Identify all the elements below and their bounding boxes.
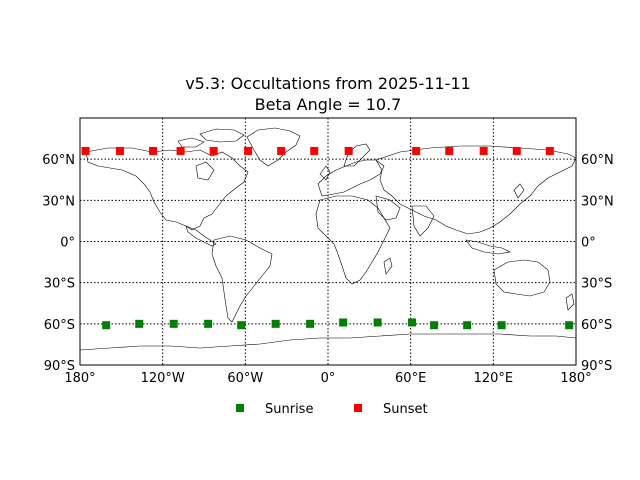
legend: Sunrise Sunset (236, 402, 428, 417)
y-tick-label-left: 30°N (42, 194, 75, 209)
sunrise-point (430, 321, 439, 330)
y-axis-tick-labels-right: 60°N 30°N 0° 30°S 60°S 90°S (581, 153, 614, 374)
arctic-islands-outline (199, 128, 245, 143)
x-tick-label: 180° (64, 371, 95, 386)
y-tick-label-right: 30°N (581, 194, 614, 209)
y-tick-label-left: 60°S (44, 318, 75, 333)
arabia-outline (375, 195, 401, 221)
y-tick-label-right: 0° (581, 236, 596, 251)
y-axis-tick-labels-left: 60°N 30°N 0° 30°S 60°S 90°S (42, 153, 75, 374)
occultation-points (81, 146, 574, 330)
x-tick-label: 120°E (474, 371, 514, 386)
japan-outline (513, 183, 525, 199)
sunrise-point (373, 318, 382, 327)
north-america-outline (85, 147, 249, 231)
antarctica-outline (79, 333, 577, 351)
legend-sunset-label: Sunset (383, 402, 428, 417)
sunset-point (344, 146, 353, 155)
new-zealand-outline (565, 293, 575, 311)
sunset-point (277, 146, 286, 155)
sunset-point (445, 146, 454, 155)
sunrise-point (135, 319, 144, 328)
greenland-outline (246, 127, 301, 167)
sunrise-point (497, 321, 506, 330)
sunrise-point (169, 319, 178, 328)
legend-sunrise-label: Sunrise (265, 402, 313, 417)
y-tick-label-left: 60°N (42, 153, 75, 168)
map-frame (79, 117, 577, 366)
central-america-outline (185, 225, 217, 247)
sunset-point (479, 146, 488, 155)
legend-sunset-marker (354, 404, 362, 412)
sunset-point (115, 146, 124, 155)
y-tick-label-right: 60°N (581, 153, 614, 168)
sunset-point (244, 146, 253, 155)
sunrise-point (339, 318, 348, 327)
x-tick-label: 0° (321, 371, 336, 386)
sunset-point (512, 146, 521, 155)
y-tick-label-right: 90°S (581, 359, 612, 374)
india-outline (411, 205, 435, 237)
y-tick-label-left: 30°S (44, 277, 75, 292)
sunset-point (149, 146, 158, 155)
sunrise-point (102, 321, 111, 330)
sunrise-point (271, 319, 280, 328)
sunrise-point (306, 319, 315, 328)
africa-outline (315, 195, 391, 285)
chart-title-line-2: Beta Angle = 10.7 (255, 95, 402, 114)
y-tick-label-right: 60°S (581, 318, 612, 333)
x-tick-label: 60°W (227, 371, 263, 386)
europe-outline (317, 159, 385, 197)
x-tick-label: 180° (560, 371, 591, 386)
x-tick-label: 120°W (141, 371, 185, 386)
map-gridlines (80, 118, 576, 365)
sunset-point (81, 146, 90, 155)
uk-outline (319, 165, 331, 181)
madagascar-outline (383, 257, 393, 275)
sunrise-point (565, 321, 574, 330)
y-tick-label-right: 30°S (581, 277, 612, 292)
x-axis-tick-labels: 180° 120°W 60°W 0° 60°E 120°E 180° (64, 371, 591, 386)
chart-title-line-1: v5.3: Occultations from 2025-11-11 (185, 74, 471, 93)
sunset-point (545, 146, 554, 155)
australia-outline (493, 259, 551, 297)
hudson-bay-outline (195, 161, 215, 181)
sunrise-point (237, 321, 246, 330)
sunset-point (209, 146, 218, 155)
y-tick-label-left: 90°S (44, 359, 75, 374)
sunset-point (176, 146, 185, 155)
indonesia-outline (465, 239, 511, 255)
sunrise-point (463, 321, 472, 330)
sunrise-point (408, 318, 417, 327)
y-tick-label-left: 0° (60, 236, 75, 251)
x-tick-label: 60°E (395, 371, 426, 386)
legend-sunrise-marker (236, 404, 244, 412)
sunset-point (310, 146, 319, 155)
south-america-outline (211, 235, 273, 323)
sunset-point (412, 146, 421, 155)
sunrise-point (204, 319, 213, 328)
arctic-islands-outline-2 (177, 137, 205, 148)
